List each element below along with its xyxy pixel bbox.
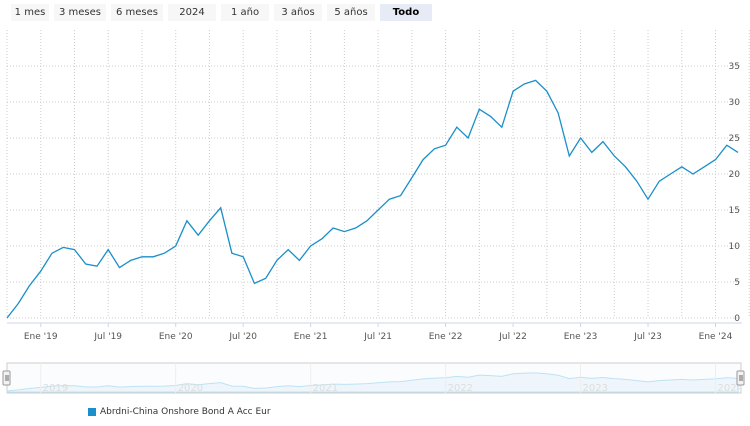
y-tick-label: 30	[729, 98, 741, 108]
legend-label: Abrdni-China Onshore Bond A Acc Eur	[100, 407, 271, 417]
y-tick-label: 0	[734, 314, 740, 324]
y-tick-label: 20	[729, 170, 741, 180]
y-tick-label: 10	[729, 242, 741, 252]
range-button-6-meses[interactable]: 6 meses	[111, 4, 163, 21]
x-tick-label: Jul '22	[498, 332, 527, 342]
x-tick-label: Ene '21	[294, 332, 328, 342]
navigator-label: 2020	[178, 383, 203, 394]
navigator-label: 2023	[583, 383, 608, 394]
range-button-5-años[interactable]: 5 años	[327, 4, 375, 21]
x-tick-label: Ene '19	[24, 332, 58, 342]
navigator-label: 2022	[448, 383, 473, 394]
range-button-3-años[interactable]: 3 años	[274, 4, 322, 21]
y-tick-label: 15	[729, 206, 740, 216]
x-tick-label: Ene '20	[159, 332, 193, 342]
x-tick-label: Ene '23	[564, 332, 598, 342]
range-button-2024[interactable]: 2024	[168, 4, 216, 21]
legend-swatch	[88, 408, 96, 416]
y-tick-label: 35	[729, 62, 740, 72]
series-line	[6, 79, 739, 319]
range-button-1-mes[interactable]: 1 mes	[11, 4, 49, 21]
x-tick-label: Ene '24	[699, 332, 733, 342]
navigator-series	[6, 372, 739, 393]
range-button-Todo[interactable]: Todo	[380, 4, 432, 21]
x-tick-label: Jul '23	[633, 332, 662, 342]
x-tick-label: Jul '21	[363, 332, 392, 342]
range-selector: 1 mes 3 meses 6 meses 2024 1 año 3 años 5 años…	[11, 4, 432, 21]
navigator-label: 2021	[313, 383, 338, 394]
x-tick-label: Ene '22	[429, 332, 463, 342]
navigator-handle[interactable]	[2, 370, 11, 386]
legend-item[interactable]: Abrdni-China Onshore Bond A Acc Eur	[88, 407, 271, 417]
navigator-handle[interactable]	[736, 370, 745, 386]
x-tick-label: Jul '20	[228, 332, 257, 342]
range-button-3-meses[interactable]: 3 meses	[54, 4, 106, 21]
navigator-label: 2024	[718, 383, 743, 394]
y-tick-label: 5	[734, 278, 740, 288]
y-tick-label: 25	[729, 134, 740, 144]
range-button-1-año[interactable]: 1 año	[221, 4, 269, 21]
x-tick-label: Jul '19	[93, 332, 122, 342]
navigator-label: 2019	[43, 383, 68, 394]
